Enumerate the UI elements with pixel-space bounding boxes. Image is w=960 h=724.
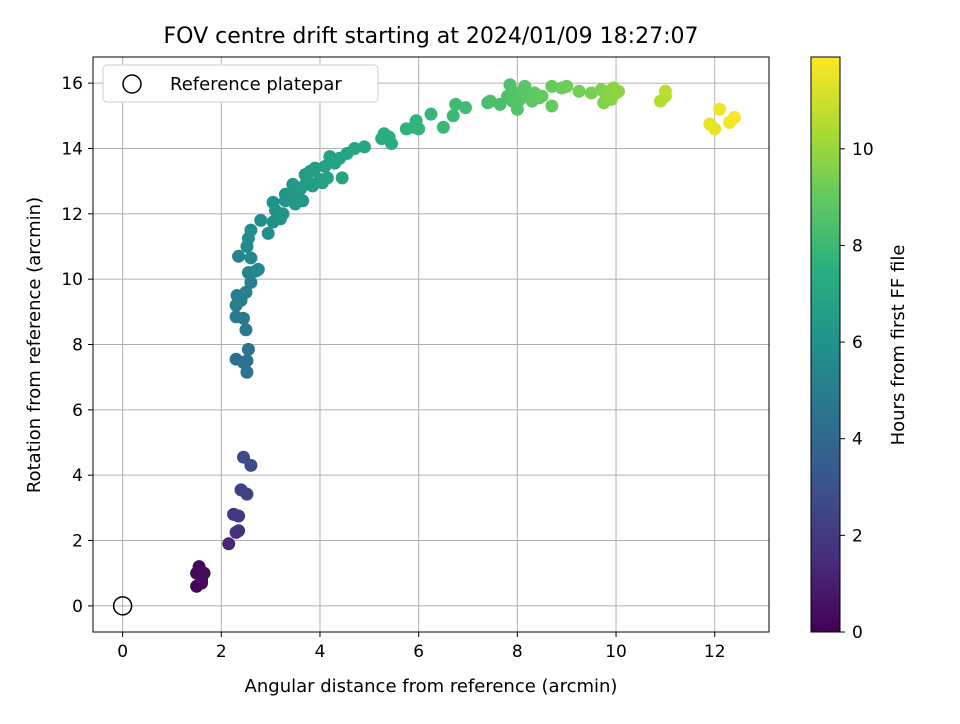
scatter-point [244,458,258,472]
scatter-point [251,262,265,276]
colorbar-tick-label: 4 [852,430,863,450]
scatter-point [244,275,258,289]
scatter-point [412,122,426,136]
legend-box [102,64,379,103]
scatter-point [545,79,559,93]
scatter-point [261,226,275,240]
scatter-point [232,249,246,263]
colorbar-tick-label: 2 [852,526,863,546]
colorbar-label: Hours from first FF file [888,245,909,446]
scatter-point [572,84,586,98]
x-tick-label: 8 [512,642,523,662]
scatter-point [708,122,722,136]
scatter-point [545,99,559,113]
scatter-point [459,101,473,115]
scatter-point [335,171,349,185]
axes: 0 2 4 6 8 10 12 0 2 4 6 8 10 12 14 16 [61,56,770,662]
scatter-point [266,195,280,209]
y-tick-label: 6 [72,401,83,421]
x-tick-label: 0 [117,642,128,662]
grid-lines [93,57,769,632]
x-axis-label: Angular distance from reference (arcmin) [245,676,618,697]
scatter-point [232,524,246,538]
scatter-point [232,509,246,523]
scatter-point [239,323,253,337]
scatter-point [348,141,362,155]
scatter-point [560,79,574,93]
scatter-point [385,137,399,151]
scatter-point [276,207,290,221]
scatter-point [436,120,450,134]
data-points [112,78,741,616]
colorbar-tick-label: 0 [852,623,863,643]
chart-title: FOV centre drift starting at 2024/01/09 … [164,24,699,49]
scatter-point [318,159,332,173]
scatter-point [222,537,236,551]
x-tick-label: 2 [216,642,227,662]
scatter-point [244,251,258,265]
scatter-point [612,84,626,98]
colorbar-tick-label: 10 [852,140,874,160]
colorbar-tick-label: 8 [852,236,863,256]
y-axis-label: Rotation from reference (arcmin) [24,197,45,493]
scatter-point [658,84,672,98]
x-tick-label: 6 [413,642,424,662]
scatter-point [240,354,254,368]
legend: Reference platepar [102,64,379,103]
y-tick-label: 0 [72,597,83,617]
scatter-point [195,573,209,587]
reference-platepar-marker [112,596,133,616]
scatter-point [713,102,727,116]
scatter-point [727,110,741,124]
scatter-point [535,89,549,103]
y-tick-label: 12 [61,205,83,225]
scatter-point [483,94,497,108]
y-tick-label: 2 [72,532,83,552]
y-tick-label: 14 [61,139,83,159]
scatter-point [584,86,598,100]
scatter-point [254,213,268,227]
x-tick-label: 10 [605,642,627,662]
scatter-point [240,365,254,379]
x-tick-label: 4 [315,642,326,662]
colorbar: 0 2 4 6 8 10 Hours from first FF file [810,56,909,643]
scatter-point [308,161,322,175]
legend-reference-label: Reference platepar [170,74,342,95]
scatter-point [357,140,371,154]
y-tick-label: 8 [72,336,83,356]
scatter-point [449,97,463,111]
legend-reference-marker [122,74,142,94]
y-tick-label: 4 [72,466,83,486]
colorbar-ticks: 0 2 4 6 8 10 [840,140,874,643]
y-tick-label: 10 [61,270,83,290]
scatter-point [510,102,524,116]
colorbar-gradient [810,56,841,633]
x-tick-label: 12 [704,642,726,662]
scatter-point [446,109,460,123]
scatter-point [296,194,310,208]
scatter-point [239,285,253,299]
plot-frame [92,56,770,633]
scatter-point [240,487,254,501]
scatter-point [424,107,438,121]
scatter-point [236,311,250,325]
scatter-point [320,171,334,185]
scatter-point [244,223,258,237]
scatter-point [241,342,255,356]
y-tick-label: 16 [61,74,83,94]
scatter-point [518,79,532,93]
colorbar-tick-label: 6 [852,333,863,353]
